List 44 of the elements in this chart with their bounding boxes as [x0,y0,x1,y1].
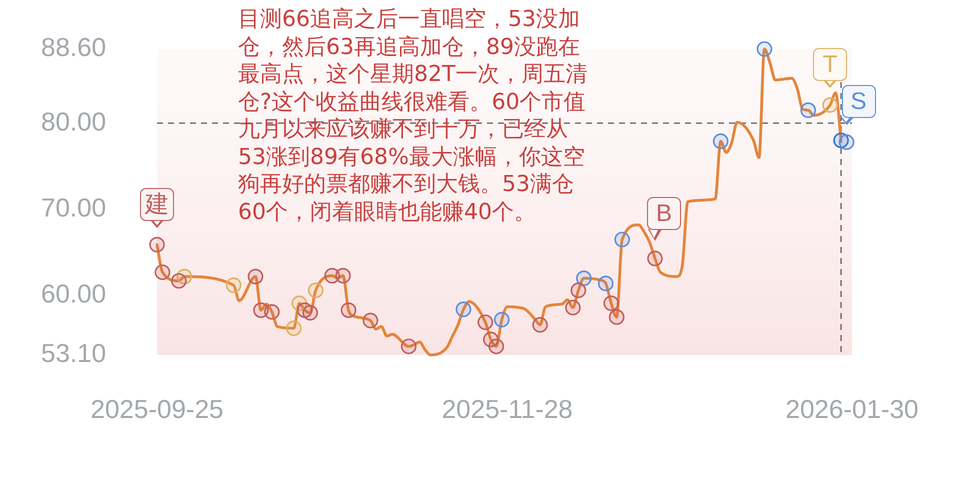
annotation: T [813,48,848,82]
point [614,232,630,248]
point [608,309,624,325]
point [494,312,510,328]
point [532,317,548,333]
point [335,268,351,284]
y-tick-label: 88.60 [41,32,106,62]
point [226,277,242,293]
x-tick-label: 2026-01-30 [786,394,918,424]
annotation: S [842,85,876,118]
point [400,338,417,354]
point [248,268,264,284]
point [488,338,504,354]
y-tick-label: 60.00 [41,278,106,309]
y-tick-label: 80.00 [41,106,106,136]
y-tick-label: 70.00 [41,192,106,222]
x-tick-label: 2025-09-25 [90,394,224,424]
y-tick-label: 53.10 [41,338,106,368]
point [647,250,663,266]
point [822,97,838,113]
annotation: B [646,197,681,230]
point [456,302,472,318]
point [598,276,614,292]
point [603,295,620,312]
point [286,320,302,336]
point [565,300,581,316]
point [838,134,854,150]
point [149,236,165,252]
point [154,264,170,280]
annotation: 目测66追高之后一直唱空，53没加仓，然后63再追高加仓，89没跑在最高点，这个星期82T一次，周五清仓?这个收益曲线很难看。60个市值九月以来应该赚不到十万，已经从53涨到89有68%最大涨幅，你这空狗再好的票都赚不到大钱。53满仓60个，闭着眼睛也能赚40个。 [238,6,588,226]
point [308,282,324,298]
point [800,102,816,118]
point [264,304,280,320]
point [362,312,378,328]
point [478,314,494,330]
point [570,282,586,298]
point [712,133,728,150]
point [302,304,318,321]
point [340,302,356,318]
annotation: 建 [140,188,174,221]
point [171,273,187,289]
point [756,41,772,57]
x-tick-label: 2025-11-28 [442,394,573,424]
point [576,270,592,286]
